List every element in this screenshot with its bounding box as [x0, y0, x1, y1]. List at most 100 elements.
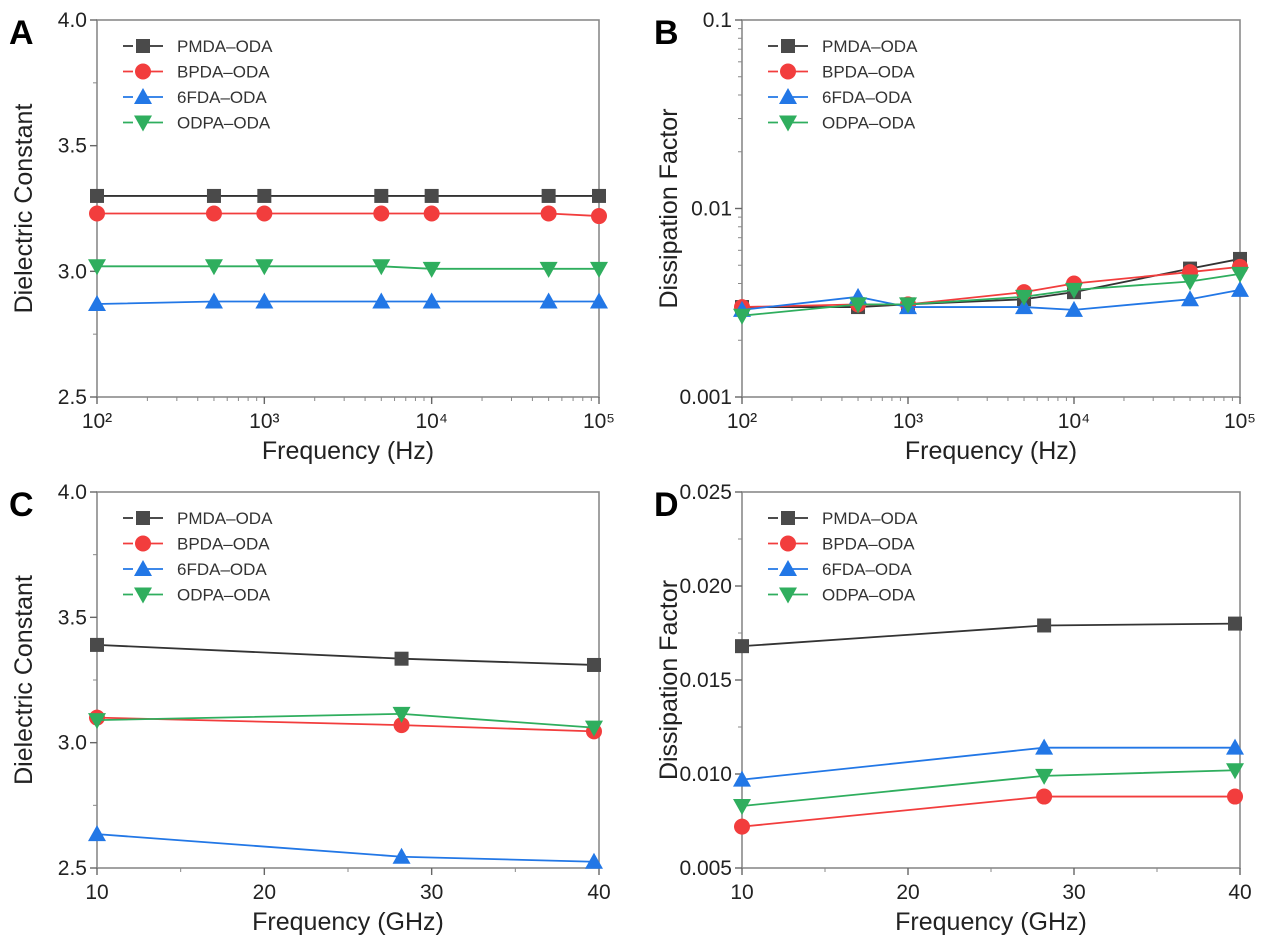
data-point [88, 713, 106, 730]
legend-label: 6FDA–ODA [177, 88, 267, 107]
y-tick-label: 2.5 [58, 386, 87, 409]
y-axis-title: Dielectric Constant [10, 575, 38, 785]
data-point [423, 205, 440, 222]
x-tick-label: 30 [420, 881, 443, 904]
data-point [733, 770, 751, 787]
data-point [394, 651, 409, 666]
data-point [88, 295, 106, 312]
legend-label: BPDA–ODA [822, 63, 915, 82]
series-odpa-oda [88, 706, 603, 737]
data-point [392, 706, 411, 723]
legend-marker [134, 587, 152, 604]
data-point [734, 818, 750, 835]
legend-marker [135, 535, 151, 552]
x-axis-title: Frequency (GHz) [895, 908, 1087, 936]
plot-frame [96, 19, 600, 398]
series-6fda-oda [88, 292, 608, 312]
series-odpa-oda [88, 259, 608, 278]
legend-marker [134, 88, 152, 104]
legend-label: ODPA–ODA [822, 586, 916, 605]
legend-label: ODPA–ODA [822, 114, 916, 133]
y-tick-label: 0.1 [703, 9, 732, 32]
x-tick-label: 10⁵ [1224, 410, 1256, 433]
panel-label: C [9, 486, 34, 524]
legend-label: 6FDA–ODA [822, 560, 912, 579]
series-pmda-oda [735, 616, 1243, 654]
y-tick-label: 2.5 [58, 857, 87, 880]
data-point [899, 297, 917, 314]
data-point [205, 205, 222, 222]
legend-marker [136, 511, 150, 525]
data-point [374, 188, 389, 203]
data-point [256, 205, 273, 222]
series-6fda-oda [733, 738, 1245, 787]
y-tick-label: 3.5 [58, 606, 87, 629]
y-axis-title: Dissipation Factor [655, 580, 683, 780]
data-point [255, 259, 274, 276]
data-point [1226, 738, 1245, 755]
y-tick-label: 0.001 [679, 386, 732, 409]
legend-marker [780, 535, 796, 552]
series-pmda-oda [90, 188, 606, 203]
data-point [422, 292, 441, 309]
x-tick-label: 10⁵ [583, 410, 615, 433]
legend-marker [781, 511, 795, 525]
data-point [586, 657, 601, 672]
legend-marker [779, 560, 797, 576]
y-tick-label: 4.0 [58, 481, 87, 504]
data-point [255, 292, 274, 309]
data-point [1181, 274, 1200, 291]
data-point [849, 297, 868, 314]
panel-c: 10 20 30 40 2.5 3.0 3.5 4.0 Frequency (GHz) Diele… [9, 481, 611, 936]
y-tick-label: 0.005 [679, 857, 732, 880]
data-point [257, 188, 272, 203]
x-tick-label: 20 [253, 881, 276, 904]
panel-label: B [654, 14, 679, 52]
series-line [741, 746, 1236, 781]
x-tick-label: 10 [730, 881, 753, 904]
series-line [741, 795, 1236, 828]
data-point [204, 259, 223, 276]
data-point [1181, 290, 1200, 307]
x-tick-label: 10⁴ [1058, 410, 1090, 433]
legend-label: BPDA–ODA [177, 63, 270, 82]
data-point [1015, 298, 1034, 315]
y-tick-label: 0.01 [691, 198, 732, 221]
x-tick-label: 10 [85, 881, 108, 904]
x-tick-label: 10³ [893, 410, 923, 433]
legend-label: BPDA–ODA [822, 535, 915, 554]
x-tick-label: 10² [82, 410, 112, 433]
series-bpda-oda [734, 788, 1244, 835]
panel-label: A [9, 14, 34, 52]
data-point [206, 188, 221, 203]
series-line [96, 716, 595, 733]
series-bpda-oda [89, 709, 602, 740]
plot-frame [741, 491, 1241, 869]
legend-marker [780, 63, 796, 80]
legend-marker [134, 560, 152, 576]
legend-label: ODPA–ODA [177, 586, 271, 605]
data-point [1015, 289, 1034, 306]
panel-label: D [654, 486, 679, 524]
legend-label: 6FDA–ODA [177, 560, 267, 579]
data-point [1035, 738, 1054, 755]
legend-marker [779, 88, 797, 104]
data-point [539, 292, 558, 309]
x-tick-label: 10² [727, 410, 757, 433]
y-tick-label: 0.020 [679, 575, 732, 598]
series-bpda-oda [89, 205, 607, 225]
data-point [735, 639, 749, 654]
x-tick-label: 10⁴ [415, 410, 447, 433]
data-point [592, 188, 606, 203]
series-6fda-oda [88, 825, 603, 869]
x-axis-title: Frequency (Hz) [262, 437, 434, 465]
x-axis-title: Frequency (Hz) [905, 437, 1077, 465]
data-point [1231, 266, 1249, 283]
data-point [88, 825, 106, 842]
data-point [1065, 300, 1083, 317]
data-point [1226, 763, 1245, 780]
data-point [392, 847, 411, 864]
series-line [97, 265, 599, 270]
legend-label: PMDA–ODA [822, 509, 918, 528]
